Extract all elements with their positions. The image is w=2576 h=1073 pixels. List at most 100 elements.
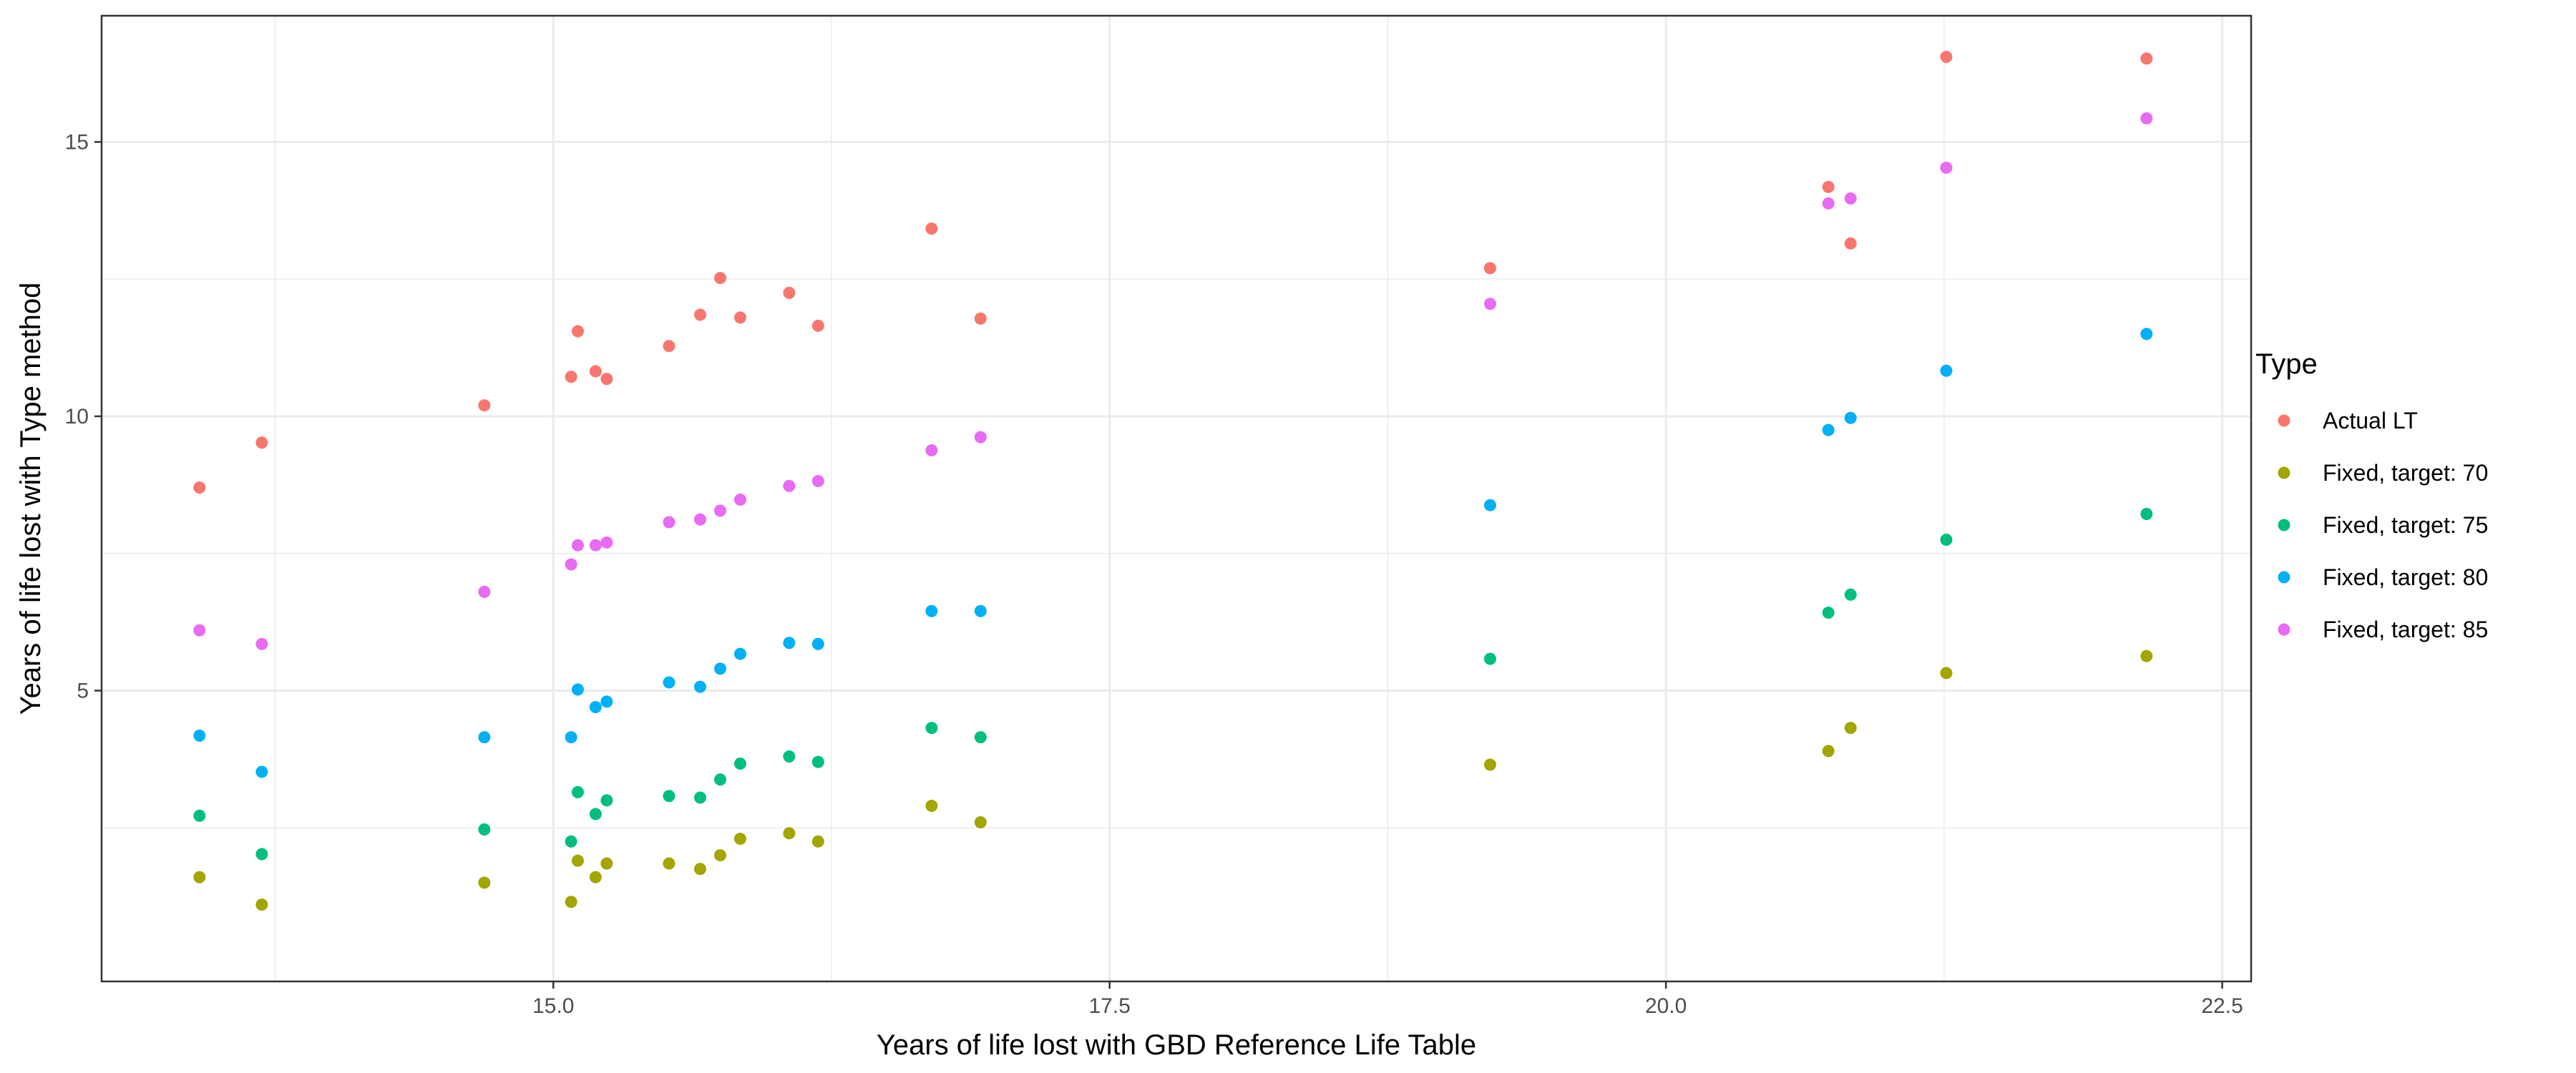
legend-key	[2278, 623, 2290, 636]
legend: Type Actual LT Fixed, target: 70 Fixed, ta…	[2255, 348, 2488, 642]
y-tick-label: 15	[65, 130, 89, 154]
data-point	[589, 700, 602, 713]
data-point	[600, 373, 613, 386]
data-point	[733, 757, 746, 770]
data-point	[1844, 588, 1857, 601]
data-point	[1483, 262, 1496, 275]
data-point	[1483, 298, 1496, 310]
data-point	[1940, 364, 1953, 377]
data-point	[1822, 745, 1835, 758]
data-point	[694, 513, 707, 526]
data-point	[925, 722, 938, 735]
data-point	[571, 785, 584, 798]
data-point	[600, 794, 613, 807]
data-point	[193, 809, 206, 822]
panel-border	[100, 14, 2253, 983]
data-point	[811, 474, 824, 487]
data-point	[1844, 722, 1857, 735]
data-point	[1844, 237, 1857, 250]
data-point	[589, 539, 602, 552]
data-point	[663, 857, 675, 870]
data-point	[974, 604, 987, 617]
data-point	[565, 835, 577, 848]
y-tick-label: 5	[77, 679, 89, 702]
data-point	[478, 876, 491, 889]
data-point	[783, 479, 796, 492]
data-point	[1940, 667, 1953, 680]
data-point	[1940, 534, 1953, 547]
data-point	[714, 849, 727, 862]
data-point	[733, 311, 746, 324]
data-point	[974, 731, 987, 744]
data-point	[2140, 650, 2153, 662]
data-point	[663, 340, 675, 353]
data-point	[1483, 652, 1496, 665]
data-point	[255, 848, 268, 861]
data-point	[974, 312, 987, 325]
data-point	[1940, 51, 1953, 64]
data-point	[565, 896, 577, 908]
data-point	[925, 222, 938, 235]
data-point	[1483, 758, 1496, 771]
data-point	[2140, 112, 2153, 124]
data-point	[1822, 180, 1835, 193]
data-point	[694, 791, 707, 804]
data-point	[571, 683, 584, 696]
data-point	[565, 558, 577, 571]
y-axis-title: Years of life lost with Type method	[15, 283, 47, 715]
data-point	[1822, 423, 1835, 436]
data-point	[1822, 607, 1835, 619]
data-point	[783, 637, 796, 650]
data-point	[600, 536, 613, 549]
data-point	[925, 444, 938, 456]
data-point	[694, 863, 707, 876]
data-point	[663, 790, 675, 803]
data-point	[589, 871, 602, 883]
axes: 15.0 17.5 20.0 22.5 5 10 15	[65, 130, 2243, 1018]
data-point	[600, 695, 613, 708]
legend-label: Fixed, target: 80	[2323, 564, 2488, 590]
data-point	[193, 624, 206, 637]
data-point	[589, 365, 602, 378]
data-point	[571, 539, 584, 552]
data-point	[1844, 192, 1857, 205]
legend-label: Fixed, target: 85	[2323, 617, 2488, 642]
data-point	[714, 272, 727, 285]
x-tick-label: 17.5	[1089, 994, 1131, 1018]
data-point	[663, 516, 675, 529]
data-point	[1844, 411, 1857, 424]
data-point	[565, 731, 577, 744]
data-point	[733, 647, 746, 660]
data-point	[783, 827, 796, 840]
data-point	[925, 604, 938, 617]
series-3	[193, 328, 2153, 778]
data-point	[589, 808, 602, 820]
data-point	[694, 680, 707, 693]
data-point	[478, 823, 491, 836]
data-point	[783, 286, 796, 299]
data-point	[811, 755, 824, 768]
data-point	[974, 431, 987, 444]
data-point	[478, 585, 491, 598]
legend-key	[2278, 414, 2290, 427]
data-point	[714, 504, 727, 517]
data-point	[1483, 499, 1496, 511]
data-point	[663, 676, 675, 689]
legend-key	[2278, 466, 2290, 479]
data-point	[783, 750, 796, 763]
data-point	[255, 898, 268, 911]
data-point	[1822, 197, 1835, 210]
data-point	[255, 637, 268, 650]
data-point	[925, 800, 938, 813]
legend-key	[2278, 519, 2290, 531]
data-point	[811, 835, 824, 848]
data-point	[193, 481, 206, 494]
series-4	[193, 112, 2153, 650]
data-point	[733, 494, 746, 506]
data-point	[714, 662, 727, 675]
data-point	[255, 436, 268, 449]
data-point	[1940, 161, 1953, 174]
x-tick-label: 22.5	[2201, 994, 2243, 1018]
